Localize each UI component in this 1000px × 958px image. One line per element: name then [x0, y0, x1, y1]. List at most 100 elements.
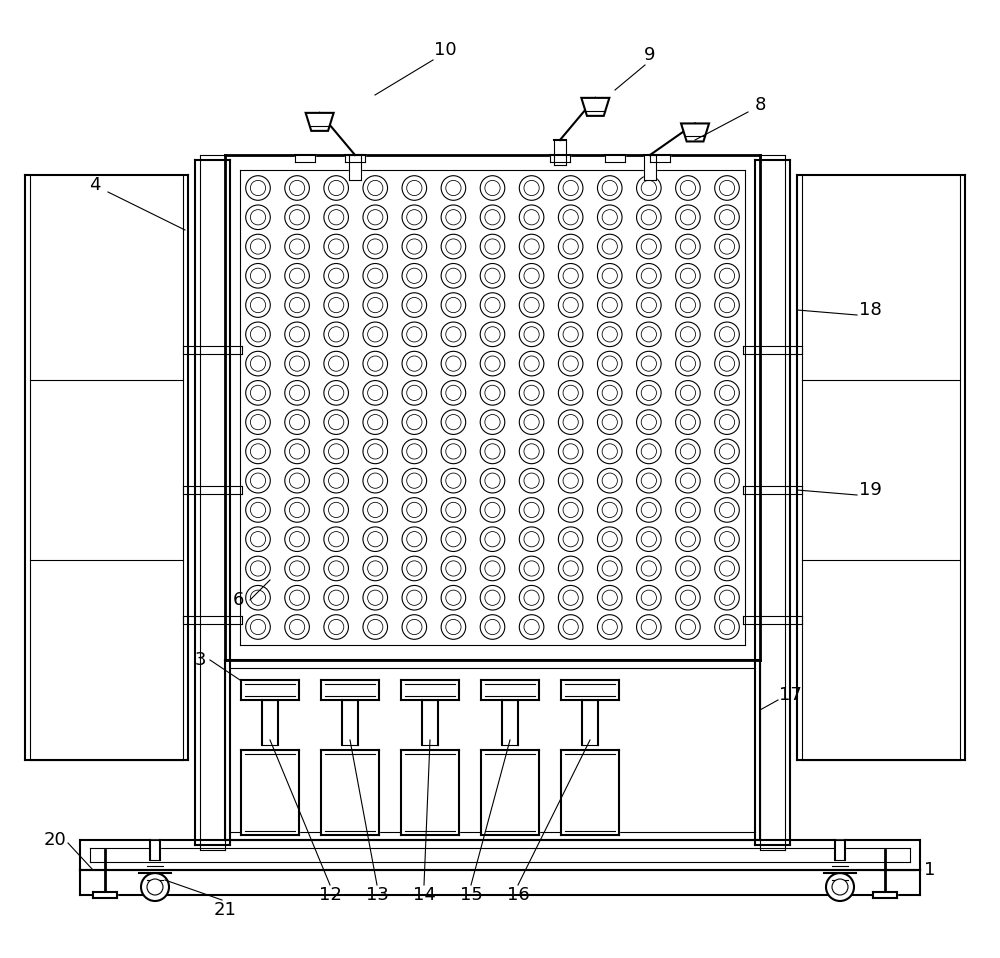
- Circle shape: [637, 468, 661, 493]
- Circle shape: [441, 322, 466, 347]
- Circle shape: [402, 352, 427, 376]
- Circle shape: [289, 268, 305, 284]
- Polygon shape: [306, 113, 334, 131]
- Circle shape: [637, 557, 661, 581]
- Circle shape: [329, 210, 344, 225]
- Circle shape: [715, 322, 739, 347]
- Circle shape: [637, 410, 661, 434]
- Circle shape: [719, 297, 735, 312]
- Circle shape: [597, 615, 622, 639]
- Circle shape: [676, 410, 700, 434]
- Circle shape: [676, 352, 700, 376]
- Circle shape: [407, 356, 422, 371]
- Circle shape: [141, 873, 169, 901]
- Circle shape: [715, 615, 739, 639]
- Circle shape: [407, 210, 422, 225]
- Text: 15: 15: [460, 886, 482, 904]
- Circle shape: [597, 175, 622, 200]
- Circle shape: [480, 527, 505, 552]
- Circle shape: [407, 590, 422, 605]
- Circle shape: [485, 532, 500, 547]
- Circle shape: [246, 585, 270, 610]
- Circle shape: [563, 327, 578, 342]
- Circle shape: [324, 439, 348, 464]
- Circle shape: [441, 205, 466, 230]
- Circle shape: [324, 322, 348, 347]
- Circle shape: [715, 527, 739, 552]
- Circle shape: [597, 439, 622, 464]
- Circle shape: [246, 322, 270, 347]
- Text: 17: 17: [779, 686, 801, 704]
- Circle shape: [285, 205, 309, 230]
- Circle shape: [402, 557, 427, 581]
- Circle shape: [519, 527, 544, 552]
- Circle shape: [563, 532, 578, 547]
- Circle shape: [407, 415, 422, 430]
- Circle shape: [524, 268, 539, 284]
- Circle shape: [597, 410, 622, 434]
- Circle shape: [285, 557, 309, 581]
- Circle shape: [324, 352, 348, 376]
- Circle shape: [368, 356, 383, 371]
- Circle shape: [641, 415, 656, 430]
- Circle shape: [446, 444, 461, 459]
- Circle shape: [363, 380, 388, 405]
- Circle shape: [250, 620, 266, 634]
- Circle shape: [329, 590, 344, 605]
- Circle shape: [246, 468, 270, 493]
- Circle shape: [485, 385, 500, 400]
- Circle shape: [246, 497, 270, 522]
- Circle shape: [558, 352, 583, 376]
- Circle shape: [329, 180, 344, 195]
- Text: 12: 12: [319, 886, 341, 904]
- Circle shape: [563, 356, 578, 371]
- Circle shape: [324, 615, 348, 639]
- Circle shape: [480, 557, 505, 581]
- Circle shape: [485, 502, 500, 517]
- Circle shape: [602, 239, 617, 254]
- Circle shape: [324, 497, 348, 522]
- Circle shape: [289, 415, 305, 430]
- Circle shape: [368, 620, 383, 634]
- Circle shape: [637, 527, 661, 552]
- Circle shape: [441, 263, 466, 288]
- Circle shape: [285, 468, 309, 493]
- Circle shape: [676, 497, 700, 522]
- Circle shape: [289, 180, 305, 195]
- Circle shape: [402, 380, 427, 405]
- Circle shape: [324, 380, 348, 405]
- Circle shape: [676, 263, 700, 288]
- Circle shape: [719, 590, 735, 605]
- Text: 19: 19: [859, 481, 881, 499]
- Circle shape: [637, 205, 661, 230]
- Circle shape: [558, 585, 583, 610]
- Circle shape: [285, 585, 309, 610]
- Circle shape: [485, 560, 500, 576]
- Circle shape: [715, 497, 739, 522]
- Circle shape: [289, 532, 305, 547]
- Circle shape: [363, 205, 388, 230]
- Circle shape: [324, 205, 348, 230]
- Circle shape: [641, 560, 656, 576]
- Circle shape: [558, 615, 583, 639]
- Circle shape: [715, 439, 739, 464]
- Circle shape: [289, 239, 305, 254]
- Circle shape: [246, 293, 270, 317]
- Circle shape: [368, 385, 383, 400]
- Circle shape: [480, 235, 505, 259]
- Circle shape: [324, 263, 348, 288]
- Circle shape: [563, 502, 578, 517]
- Circle shape: [329, 356, 344, 371]
- Circle shape: [402, 615, 427, 639]
- Circle shape: [676, 439, 700, 464]
- Circle shape: [524, 590, 539, 605]
- Circle shape: [480, 615, 505, 639]
- Circle shape: [446, 502, 461, 517]
- Circle shape: [719, 560, 735, 576]
- Circle shape: [324, 410, 348, 434]
- Circle shape: [602, 385, 617, 400]
- Circle shape: [446, 590, 461, 605]
- Circle shape: [250, 444, 266, 459]
- Circle shape: [368, 297, 383, 312]
- Circle shape: [446, 210, 461, 225]
